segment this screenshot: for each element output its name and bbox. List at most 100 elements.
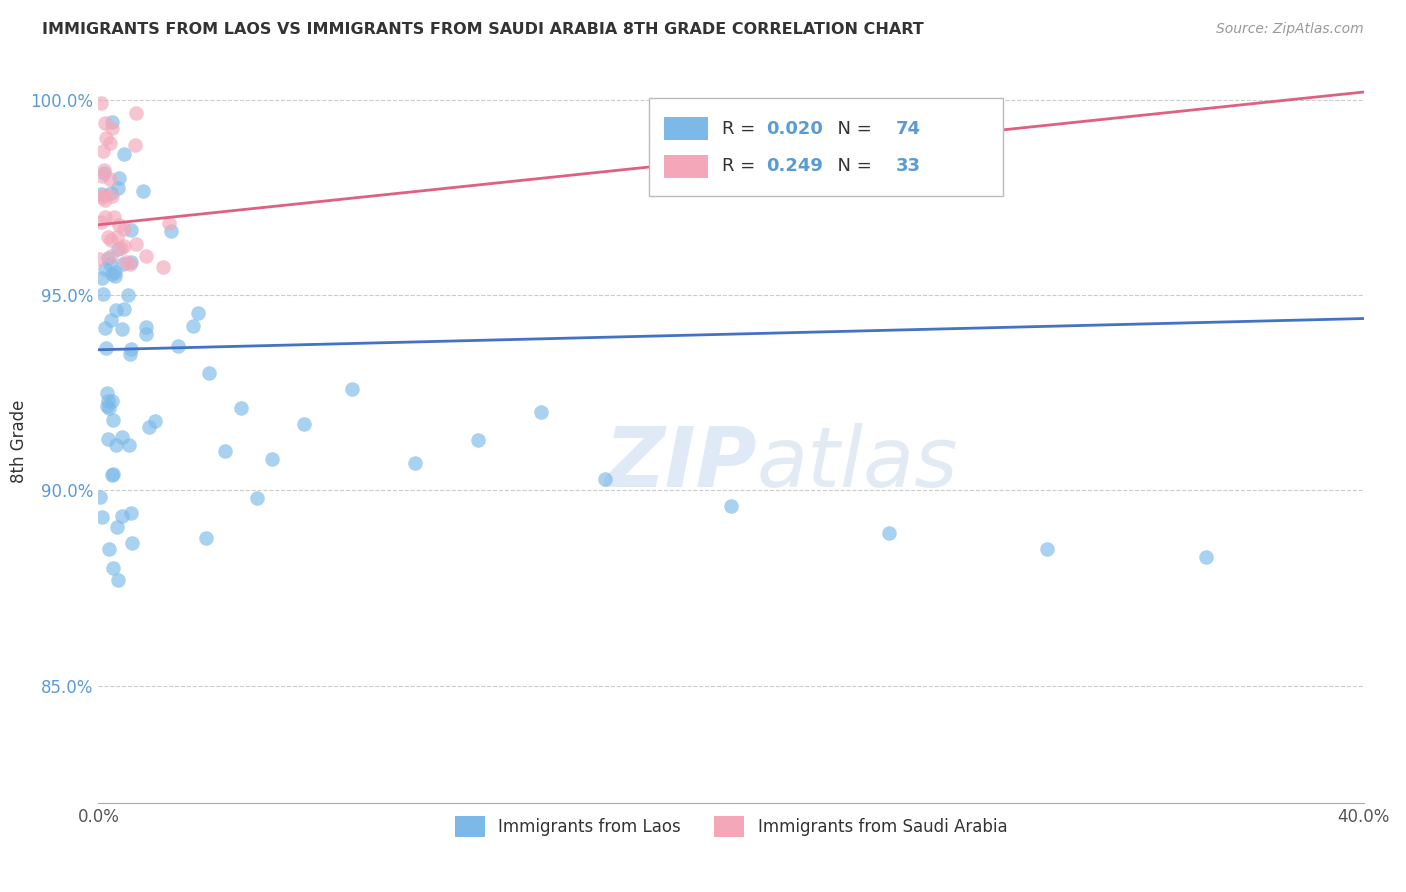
Point (125, 105, 148, 120)
Point (135, 249, 157, 263)
Point (111, 509, 134, 524)
Text: Source: ZipAtlas.com: Source: ZipAtlas.com (1216, 22, 1364, 37)
Point (90, 95, 112, 110)
Point (100, 186, 122, 201)
Point (1194, 549, 1216, 564)
Point (96, 385, 118, 400)
Point (138, 420, 160, 434)
Point (107, 574, 129, 588)
FancyBboxPatch shape (664, 154, 709, 178)
Point (93, 163, 115, 178)
Point (108, 218, 131, 232)
Point (120, 257, 141, 271)
Point (530, 405, 553, 419)
Point (115, 254, 138, 268)
Point (93, 188, 115, 202)
Point (214, 444, 236, 458)
Point (98, 136, 121, 150)
Point (112, 147, 135, 161)
Point (91, 144, 114, 158)
Point (105, 519, 128, 533)
Point (246, 491, 269, 505)
Point (117, 438, 139, 452)
Point (157, 216, 180, 230)
Point (100, 312, 122, 326)
Point (94, 261, 117, 276)
Point (107, 170, 129, 185)
Legend: Immigrants from Laos, Immigrants from Saudi Arabia: Immigrants from Laos, Immigrants from Sa… (447, 808, 1015, 845)
Point (112, 221, 135, 235)
Point (98, 541, 121, 556)
Point (120, 342, 142, 356)
Point (97, 432, 120, 446)
Point (262, 452, 284, 467)
Point (91, 169, 114, 183)
Point (125, 237, 148, 252)
Point (107, 242, 129, 256)
Point (187, 306, 209, 320)
Point (98, 172, 121, 186)
Point (100, 121, 122, 136)
Point (104, 438, 127, 452)
Point (93, 166, 115, 180)
Point (107, 229, 129, 244)
Point (593, 472, 616, 486)
Text: atlas: atlas (756, 423, 957, 504)
Point (105, 303, 128, 318)
Point (117, 288, 139, 302)
Point (101, 413, 124, 427)
Point (93, 210, 117, 224)
Point (89, 490, 111, 504)
Point (101, 560, 124, 574)
Point (89, 252, 111, 267)
FancyBboxPatch shape (648, 98, 1004, 196)
Point (98, 401, 121, 415)
Point (120, 255, 142, 269)
Point (132, 184, 155, 198)
Point (114, 239, 136, 253)
Text: 74: 74 (896, 120, 921, 137)
Point (292, 417, 315, 431)
Point (90, 510, 112, 524)
Point (94, 321, 117, 335)
Point (1036, 541, 1059, 556)
Text: ZIP: ZIP (603, 423, 756, 504)
Point (340, 382, 363, 396)
Point (112, 257, 135, 271)
Point (101, 394, 124, 409)
Point (101, 114, 124, 128)
Text: R =: R = (723, 120, 761, 137)
Point (90, 186, 112, 201)
Point (720, 499, 742, 513)
Point (110, 241, 132, 255)
Point (97, 394, 120, 409)
Point (100, 233, 122, 247)
Point (143, 414, 166, 428)
Point (135, 320, 157, 334)
Point (112, 302, 135, 317)
Text: N =: N = (825, 120, 877, 137)
Point (152, 260, 174, 274)
Point (160, 224, 183, 238)
Point (100, 249, 122, 263)
Point (229, 401, 252, 416)
Point (121, 536, 143, 550)
Point (90, 215, 112, 229)
Text: 0.020: 0.020 (766, 120, 824, 137)
Point (198, 366, 221, 380)
Text: N =: N = (825, 157, 877, 175)
Point (111, 322, 134, 336)
Point (120, 346, 141, 360)
Point (104, 265, 127, 279)
Point (94, 194, 117, 208)
Text: 33: 33 (896, 157, 921, 175)
Point (91, 287, 114, 301)
Text: IMMIGRANTS FROM LAOS VS IMMIGRANTS FROM SAUDI ARABIA 8TH GRADE CORRELATION CHART: IMMIGRANTS FROM LAOS VS IMMIGRANTS FROM … (42, 22, 924, 37)
Point (94, 116, 117, 130)
Point (101, 468, 124, 483)
Point (96, 399, 118, 413)
Text: R =: R = (723, 157, 761, 175)
Point (135, 327, 157, 342)
Point (97, 251, 120, 265)
Text: 0.249: 0.249 (766, 157, 824, 175)
